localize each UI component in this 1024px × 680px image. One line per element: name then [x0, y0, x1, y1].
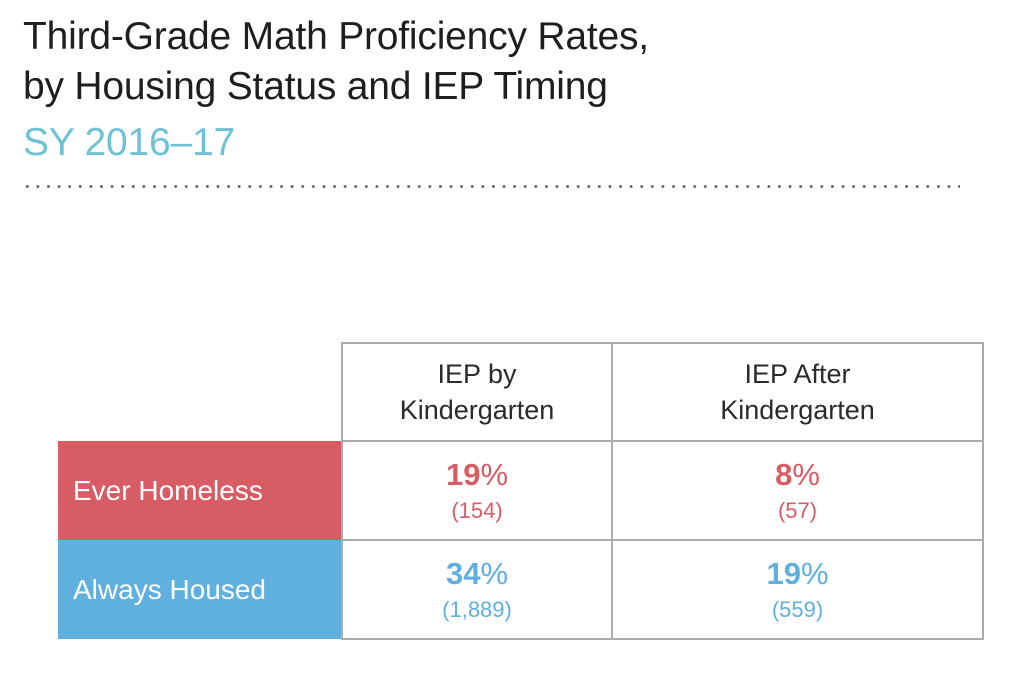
column-header-iep-after-kindergarten: IEP After Kindergarten [611, 342, 984, 442]
figure-title-line-1: Third-Grade Math Proficiency Rates, [23, 15, 649, 58]
proficiency-rate: 34% [445, 555, 509, 591]
proficiency-rate: 8% [775, 456, 820, 492]
proficiency-table: IEP by Kindergarten IEP After Kindergart… [58, 342, 984, 640]
figure-subtitle: SY 2016–17 [23, 121, 235, 164]
figure-title-line-2: by Housing Status and IEP Timing [23, 65, 608, 108]
sample-size: (57) [777, 497, 818, 523]
table-corner-cell [58, 343, 342, 441]
sample-size: (559) [771, 596, 824, 622]
table-header-row: IEP by Kindergarten IEP After Kindergart… [58, 342, 984, 442]
table-row-ever-homeless: Ever Homeless 19% (154) 8% (57) [58, 440, 984, 541]
proficiency-rate: 19% [445, 456, 509, 492]
figure-header: Third-Grade Math Proficiency Rates, by H… [23, 12, 649, 168]
data-cell-always-housed-iep-after-k: 19% (559) [611, 539, 984, 640]
sample-size: (154) [451, 497, 503, 523]
sample-size: (1,889) [442, 596, 512, 622]
data-cell-always-housed-iep-by-k: 34% (1,889) [341, 539, 613, 640]
data-cell-ever-homeless-iep-by-k: 19% (154) [341, 440, 613, 541]
proficiency-rate: 19% [766, 555, 829, 591]
data-cell-ever-homeless-iep-after-k: 8% (57) [611, 440, 984, 541]
dotted-divider [22, 184, 960, 189]
proficiency-table-container: IEP by Kindergarten IEP After Kindergart… [58, 342, 984, 640]
row-label-ever-homeless: Ever Homeless [58, 441, 342, 540]
column-header-iep-by-kindergarten: IEP by Kindergarten [341, 342, 613, 442]
table-row-always-housed: Always Housed 34% (1,889) 19% (559) [58, 539, 984, 640]
row-label-always-housed: Always Housed [58, 540, 342, 639]
